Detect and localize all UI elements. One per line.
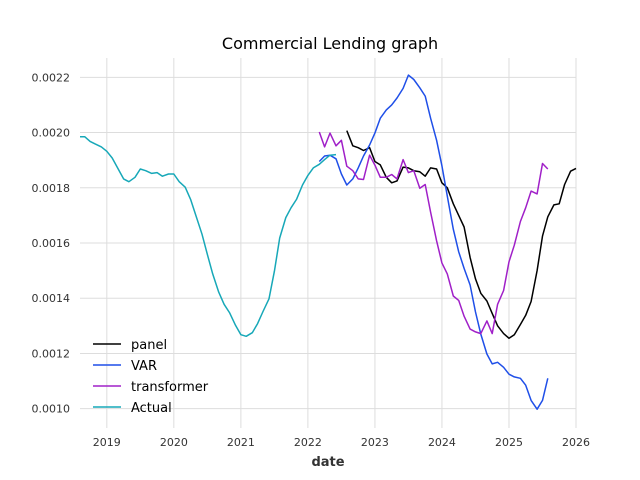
y-tick-label: 0.0014 xyxy=(32,292,71,305)
y-tick-label: 0.0020 xyxy=(32,127,71,140)
legend-label-actual: Actual xyxy=(131,401,172,416)
y-tick-label: 0.0010 xyxy=(32,403,71,416)
series-lines xyxy=(80,74,577,410)
y-tick-label: 0.0016 xyxy=(32,237,71,250)
legend: panel VAR transformer Actual xyxy=(93,338,209,416)
series-line-transformer xyxy=(318,131,549,335)
y-tick-label: 0.0022 xyxy=(32,71,71,84)
axis-ticks: 2019 2020 2021 2022 2023 2024 2025 2026 0.0010 0.… xyxy=(32,71,591,449)
x-tick-label: 2023 xyxy=(361,436,389,449)
x-tick-label: 2025 xyxy=(495,436,523,449)
legend-label-panel: panel xyxy=(131,338,167,353)
x-tick-label: 2020 xyxy=(160,436,188,449)
x-axis-label: date xyxy=(311,455,344,470)
x-tick-label: 2019 xyxy=(93,436,121,449)
chart-title: Commercial Lending graph xyxy=(222,34,438,53)
x-tick-label: 2021 xyxy=(227,436,255,449)
legend-label-transformer: transformer xyxy=(131,380,209,395)
series-line-var xyxy=(318,74,549,410)
series-line-panel xyxy=(346,130,577,340)
grid xyxy=(80,58,577,428)
series-line-actual xyxy=(80,135,337,338)
y-tick-label: 0.0012 xyxy=(32,347,71,360)
y-tick-label: 0.0018 xyxy=(32,182,71,195)
x-tick-label: 2026 xyxy=(562,436,590,449)
x-tick-label: 2024 xyxy=(428,436,456,449)
legend-label-var: VAR xyxy=(131,359,157,374)
x-tick-label: 2022 xyxy=(294,436,322,449)
